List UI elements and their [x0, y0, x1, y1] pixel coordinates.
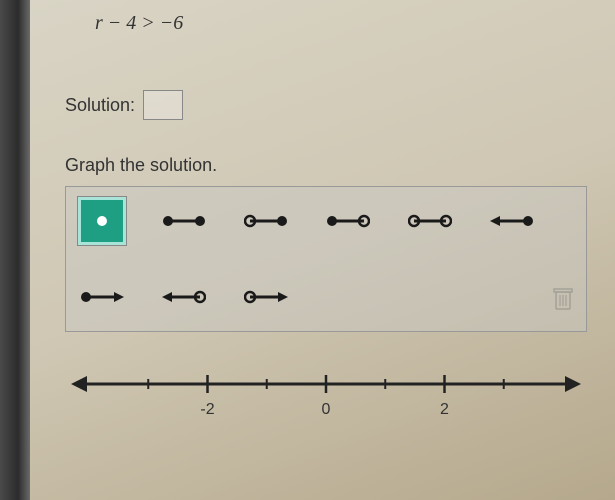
graph-instruction: Graph the solution. [65, 155, 587, 176]
solution-row: Solution: [65, 90, 587, 120]
number-line-area[interactable]: -2 0 2 [65, 362, 587, 451]
tool-point-closed[interactable] [78, 197, 126, 245]
ray-right-closed-icon [80, 287, 124, 307]
ray-left-open-icon [162, 287, 206, 307]
point-closed-icon [87, 206, 117, 236]
segment-closed-closed-icon [162, 211, 206, 231]
ray-right-open-icon [244, 287, 288, 307]
worksheet-page: r − 4 > −6 Solution: Graph the solution. [30, 0, 615, 500]
ray-left-closed-icon [490, 211, 534, 231]
tool-ray-left-open[interactable] [160, 273, 208, 321]
number-line[interactable]: -2 0 2 [71, 362, 581, 432]
tool-segment-open-closed[interactable] [242, 197, 290, 245]
svg-text:2: 2 [440, 401, 449, 418]
graph-toolbar [65, 186, 587, 332]
tool-ray-right-open[interactable] [242, 273, 290, 321]
tool-segment-closed-closed[interactable] [160, 197, 208, 245]
tool-segment-open-open[interactable] [406, 197, 454, 245]
trash-icon[interactable] [552, 286, 574, 317]
tool-ray-left-closed[interactable] [488, 197, 536, 245]
solution-input[interactable] [143, 90, 183, 120]
svg-text:-2: -2 [200, 401, 214, 418]
segment-open-closed-icon [244, 211, 288, 231]
svg-text:0: 0 [322, 401, 331, 418]
segment-open-open-icon [408, 211, 452, 231]
page-left-edge [0, 0, 30, 500]
tool-segment-closed-open[interactable] [324, 197, 372, 245]
inequality-expression: r − 4 > −6 [95, 12, 587, 35]
segment-closed-open-icon [326, 211, 370, 231]
tool-ray-right-closed[interactable] [78, 273, 126, 321]
solution-label: Solution: [65, 95, 135, 116]
